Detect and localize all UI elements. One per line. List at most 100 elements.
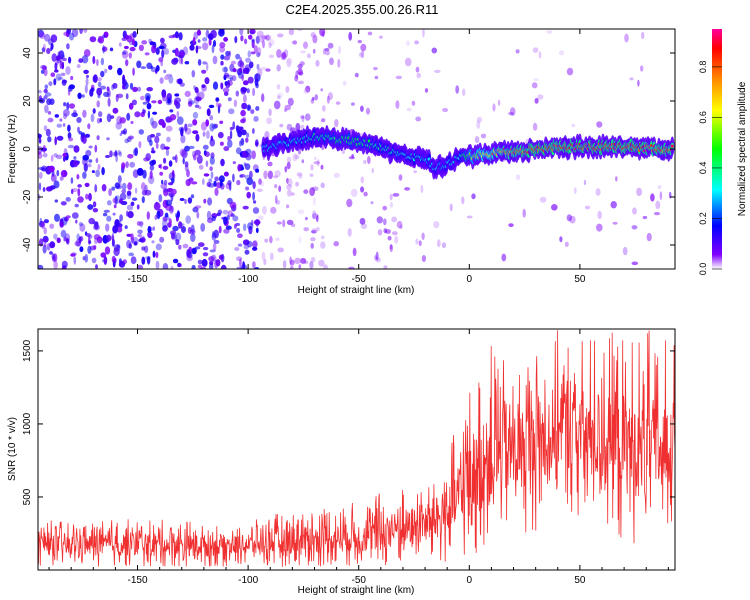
spectral-speckle [346, 198, 353, 208]
spectral-speckle [180, 57, 184, 65]
spectral-speckle [192, 130, 199, 135]
spectral-speckle [48, 165, 55, 172]
spectral-speckle [149, 139, 153, 147]
snr-panel: -150 -100 -50 0 50 500 1000 1500 Height of stra… [7, 328, 676, 596]
spectral-speckle [522, 208, 526, 218]
spectral-speckle [49, 251, 53, 255]
spectral-speckle [252, 261, 256, 269]
spectral-speckle [63, 113, 67, 120]
spectral-speckle [230, 60, 237, 65]
spectral-speckle [60, 169, 68, 178]
spectral-speckle [225, 81, 231, 89]
spectral-speckle [63, 109, 70, 117]
spectral-speckle [233, 99, 237, 108]
spectral-speckle [342, 80, 347, 86]
spectral-speckle [286, 184, 292, 191]
spectral-speckle [105, 238, 110, 243]
spectral-speckle [77, 188, 81, 197]
snr-marks [38, 330, 675, 567]
spectral-speckle [88, 145, 93, 149]
spectral-speckle [77, 184, 82, 188]
spectral-speckle [131, 197, 138, 201]
spectral-speckle [285, 86, 290, 93]
spectral-speckle [178, 221, 183, 229]
spectral-speckle [162, 187, 169, 193]
spectral-speckle [223, 146, 230, 152]
spectral-speckle [76, 174, 80, 180]
spectral-speckle [114, 182, 121, 189]
spectral-speckle [131, 99, 137, 106]
spectral-speckle [144, 184, 148, 193]
spectral-speckle [284, 104, 292, 111]
spectral-speckle [52, 254, 56, 263]
spectral-speckle [83, 29, 88, 33]
spectral-speckle [117, 150, 122, 156]
spectral-speckle [178, 51, 185, 57]
spectral-speckle [149, 133, 156, 138]
spectrogram-panel: -150 -100 -50 0 50 -40 -20 0 20 40 Height of stra… [7, 28, 676, 296]
spectral-speckle [136, 60, 142, 69]
spectral-speckle [242, 261, 245, 269]
spectral-speckle [76, 233, 80, 240]
spectral-speckle [111, 186, 116, 191]
spectral-speckle [124, 138, 129, 144]
spectral-speckle [174, 93, 180, 97]
spectral-speckle [90, 113, 95, 123]
spectral-speckle [142, 101, 148, 105]
spectral-speckle [642, 215, 648, 220]
spectral-speckle [111, 255, 116, 263]
spectral-speckle [78, 58, 84, 63]
spectral-speckle [431, 47, 438, 54]
spectral-speckle [100, 85, 106, 90]
spectral-speckle [122, 84, 126, 90]
spectral-speckle [631, 225, 638, 230]
spectral-speckle [40, 221, 46, 229]
spectral-speckle [84, 84, 88, 94]
spectral-speckle [50, 174, 57, 182]
spectral-speckle [126, 204, 134, 211]
spectrogram-ylabel: Frequency (Hz) [7, 115, 18, 184]
spectral-speckle [310, 237, 316, 242]
spectral-speckle [169, 114, 177, 121]
spectral-speckle [646, 232, 652, 242]
spectral-speckle [377, 229, 383, 236]
spectral-speckle [146, 87, 153, 92]
spectral-speckle [155, 251, 159, 259]
spectral-speckle [96, 135, 100, 141]
spectral-speckle [146, 102, 152, 110]
spectral-speckle [222, 66, 229, 73]
spectral-speckle [415, 116, 422, 122]
spectral-speckle [416, 72, 422, 79]
spectral-speckle [201, 84, 206, 88]
spectral-speckle [66, 29, 72, 35]
spectral-speckle [261, 251, 266, 261]
spectral-speckle [300, 257, 307, 264]
spectral-speckle [277, 33, 284, 38]
spectral-speckle [121, 189, 127, 194]
spectral-speckle [125, 161, 129, 169]
spectral-speckle [418, 240, 422, 247]
spectral-speckle [112, 82, 118, 89]
spectral-speckle [287, 97, 294, 106]
spectral-speckle [420, 184, 424, 194]
spectral-speckle [286, 161, 291, 170]
spectral-speckle [382, 205, 388, 211]
spectral-speckle [286, 58, 292, 68]
spectral-speckle [141, 196, 145, 204]
spectral-speckle [235, 53, 241, 60]
spectral-speckle [38, 146, 44, 154]
spectral-speckle [47, 111, 52, 115]
spectral-speckle [128, 252, 134, 257]
spectral-speckle [45, 128, 51, 137]
spectral-speckle [306, 53, 311, 59]
spectral-speckle [79, 223, 86, 232]
spectral-speckle [76, 64, 81, 69]
spectral-speckle [223, 228, 230, 234]
spectral-speckle [245, 148, 252, 155]
spectral-speckle [250, 51, 256, 55]
spectral-speckle [194, 104, 200, 108]
spectral-speckle [214, 176, 219, 182]
spectral-speckle [59, 60, 63, 69]
spectral-speckle [196, 29, 202, 36]
spectral-speckle [269, 235, 273, 244]
